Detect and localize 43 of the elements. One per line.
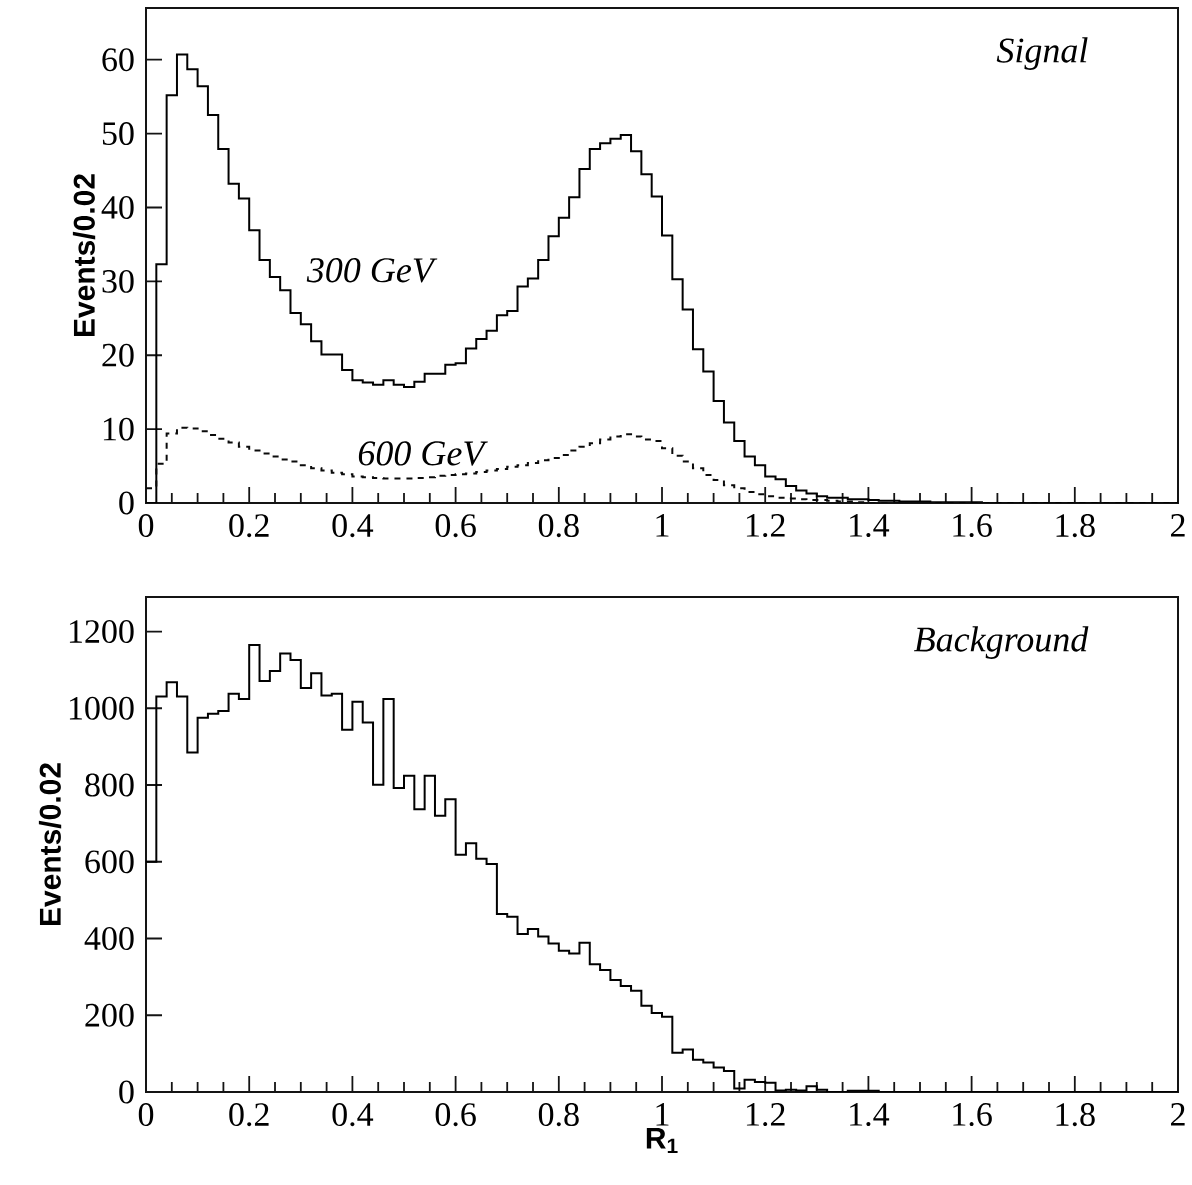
y-tick-label: 20 (102, 343, 134, 367)
text: Background (914, 626, 1089, 659)
y-tick-label: 600 (85, 850, 134, 874)
y-tick-label: 0 (119, 491, 134, 515)
y-tick-label: 200 (85, 1003, 134, 1027)
x-tick-label: 1.4 (850, 514, 890, 537)
x-axis-title: R$_{1}$ (646, 1127, 678, 1154)
x-tick-label: 0.4 (332, 514, 374, 538)
x-tick-label: 0.8 (538, 514, 579, 538)
x-tick-label: 0.6 (435, 514, 476, 538)
text: Signal (996, 37, 1088, 70)
y-tick-label: 1200 (69, 620, 134, 644)
x-tick-label: 0 (138, 514, 154, 538)
x-tick-label: 1.8 (1056, 514, 1095, 538)
y-tick-label: 1000 (69, 696, 134, 720)
x-tick-label: 0.8 (538, 1103, 579, 1127)
series-label: 300 GeV (306, 258, 438, 283)
x-tick-label: 1.6 (953, 1103, 992, 1127)
x-tick-label: 0.2 (229, 1103, 269, 1127)
y-tick-label: 400 (84, 927, 134, 950)
x-tick-label: 1.2 (746, 1103, 785, 1127)
x-tick-label: 1 (656, 514, 669, 537)
x-tick-label: 0.4 (332, 1103, 374, 1127)
x-tick-label: 1.2 (746, 514, 785, 538)
x-tick-label: 1 (656, 1103, 669, 1126)
x-tick-label: 0.6 (435, 1103, 476, 1127)
y-tick-label: 40 (101, 196, 134, 219)
x-tick-label: 2 (1171, 514, 1185, 537)
x-tick-label: 1.6 (953, 514, 992, 538)
x-tick-label: 0 (138, 1103, 154, 1127)
y-axis-title: Events/0.02 (38, 763, 62, 926)
x-tick-label: 1.8 (1056, 1103, 1095, 1127)
y-tick-label: 30 (102, 269, 134, 293)
y-tick-label: 10 (103, 417, 134, 441)
y-tick-label: 60 (102, 48, 134, 72)
x-tick-label: 1.4 (850, 1103, 890, 1126)
y-tick-label: 50 (102, 122, 134, 146)
y-tick-label: 800 (85, 773, 134, 797)
y-tick-label: 0 (119, 1080, 134, 1104)
series-label: 600 GeV (358, 441, 488, 466)
x-tick-label: 0.2 (229, 514, 269, 538)
y-axis-title: Events/0.02 (72, 174, 96, 337)
x-tick-label: 2 (1171, 1103, 1185, 1126)
